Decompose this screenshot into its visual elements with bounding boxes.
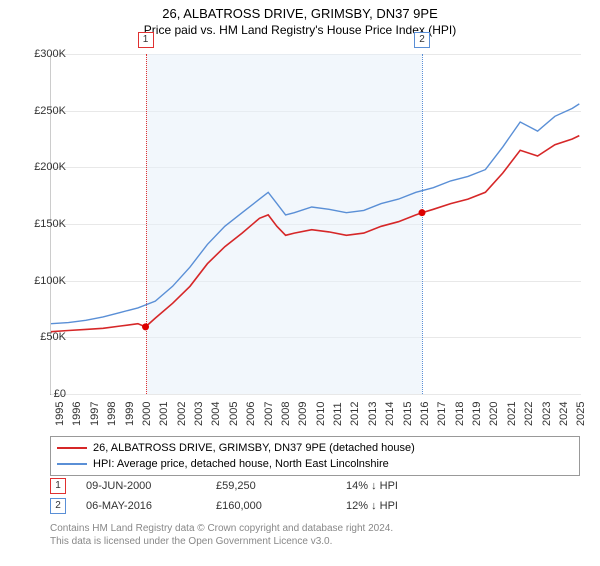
sale-annotations: 1 09-JUN-2000£59,25014% ↓ HPI 2 06-MAY-2016… <box>50 476 580 516</box>
x-tick-label: 2019 <box>471 402 483 426</box>
x-tick-label: 2017 <box>436 402 448 426</box>
annotation-row: 1 09-JUN-2000£59,25014% ↓ HPI <box>50 476 580 496</box>
chart-lines <box>51 54 581 394</box>
y-tick-label: £100K <box>34 275 66 287</box>
y-tick-label: £150K <box>34 218 66 230</box>
x-tick-label: 2006 <box>245 402 257 426</box>
series-hpi <box>51 104 579 324</box>
x-tick-label: 2007 <box>263 402 275 426</box>
legend-label: HPI: Average price, detached house, Nort… <box>93 458 389 470</box>
x-tick-label: 2002 <box>176 402 188 426</box>
legend-label: 26, ALBATROSS DRIVE, GRIMSBY, DN37 9PE (… <box>93 442 415 454</box>
annotation-price: £160,000 <box>216 500 346 512</box>
x-tick-label: 2001 <box>158 402 170 426</box>
y-tick-label: £300K <box>34 48 66 60</box>
sale-point <box>142 323 149 330</box>
sale-marker: 2 <box>414 32 430 48</box>
x-tick-label: 2000 <box>141 402 153 426</box>
chart-title-sub: Price paid vs. HM Land Registry's House … <box>0 23 600 37</box>
legend-item: HPI: Average price, detached house, Nort… <box>57 456 573 472</box>
series-price_paid <box>51 136 579 332</box>
x-tick-label: 2010 <box>315 402 327 426</box>
x-tick-label: 1996 <box>71 402 83 426</box>
annotation-marker: 2 <box>50 498 66 514</box>
sale-point <box>419 209 426 216</box>
x-tick-label: 2011 <box>332 402 344 426</box>
annotation-delta: 12% ↓ HPI <box>346 500 476 512</box>
legend: 26, ALBATROSS DRIVE, GRIMSBY, DN37 9PE (… <box>50 436 580 476</box>
x-tick-label: 2022 <box>523 402 535 426</box>
annotation-price: £59,250 <box>216 480 346 492</box>
x-tick-label: 2013 <box>367 402 379 426</box>
plot-area: 12 <box>50 54 581 395</box>
sale-marker: 1 <box>138 32 154 48</box>
x-tick-label: 2016 <box>419 402 431 426</box>
x-tick-label: 2018 <box>454 402 466 426</box>
footer-line-2: This data is licensed under the Open Gov… <box>50 535 580 548</box>
annotation-date: 09-JUN-2000 <box>86 480 216 492</box>
y-tick-label: £250K <box>34 105 66 117</box>
x-tick-label: 2012 <box>349 402 361 426</box>
y-tick-label: £0 <box>54 388 66 400</box>
x-tick-label: 2004 <box>210 402 222 426</box>
annotation-delta: 14% ↓ HPI <box>346 480 476 492</box>
x-tick-label: 2008 <box>280 402 292 426</box>
x-tick-label: 2015 <box>402 402 414 426</box>
x-tick-label: 2025 <box>575 402 587 426</box>
x-tick-label: 1999 <box>124 402 136 426</box>
chart-title-address: 26, ALBATROSS DRIVE, GRIMSBY, DN37 9PE <box>0 6 600 21</box>
x-tick-label: 2023 <box>541 402 553 426</box>
x-tick-label: 2020 <box>488 402 500 426</box>
x-tick-label: 2021 <box>506 402 518 426</box>
x-tick-label: 2024 <box>558 402 570 426</box>
x-tick-label: 2003 <box>193 402 205 426</box>
x-tick-label: 2014 <box>384 402 396 426</box>
annotation-date: 06-MAY-2016 <box>86 500 216 512</box>
legend-item: 26, ALBATROSS DRIVE, GRIMSBY, DN37 9PE (… <box>57 440 573 456</box>
y-tick-label: £50K <box>40 331 66 343</box>
x-tick-label: 1998 <box>106 402 118 426</box>
x-tick-label: 2009 <box>297 402 309 426</box>
x-tick-label: 1997 <box>89 402 101 426</box>
annotation-marker: 1 <box>50 478 66 494</box>
footer-line-1: Contains HM Land Registry data © Crown c… <box>50 522 580 535</box>
footer-attribution: Contains HM Land Registry data © Crown c… <box>50 522 580 548</box>
x-tick-label: 1995 <box>54 402 66 426</box>
y-tick-label: £200K <box>34 161 66 173</box>
annotation-row: 2 06-MAY-2016£160,00012% ↓ HPI <box>50 496 580 516</box>
x-tick-label: 2005 <box>228 402 240 426</box>
